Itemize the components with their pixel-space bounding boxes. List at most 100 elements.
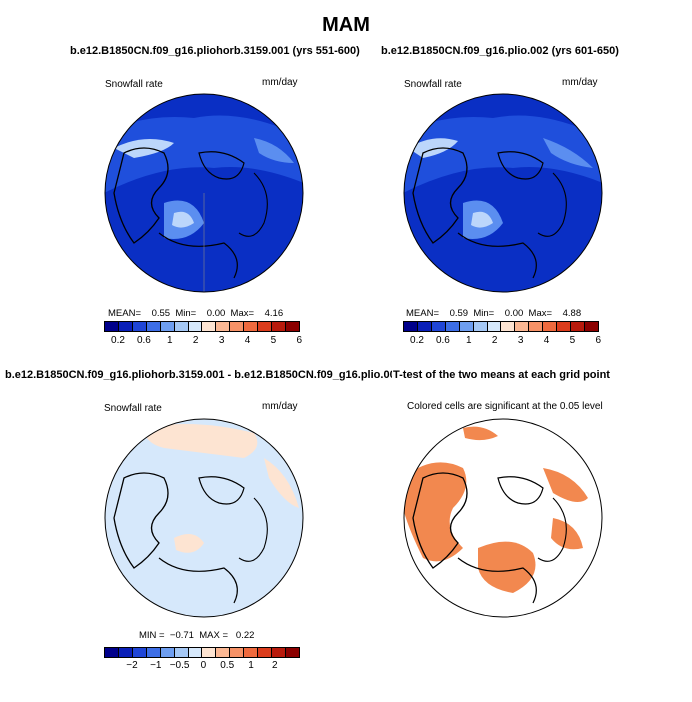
stats-line-2: MEAN= 0.59 Min= 0.00 Max= 4.88 [406, 308, 581, 319]
map-border [403, 93, 603, 293]
max-value: 0.22 [235, 630, 255, 641]
map-panel-4 [403, 418, 603, 618]
max-label: MAX = [199, 630, 228, 641]
coastline [457, 232, 537, 279]
colorbar-swatch [146, 648, 161, 657]
variable-label-2: Snowfall rate [404, 79, 462, 90]
colorbar-swatch [188, 322, 203, 331]
colorbar-3 [104, 647, 300, 658]
colorbar-swatch [132, 648, 147, 657]
min-label: Min= [473, 308, 495, 319]
stats-line-3: MIN = −0.71 MAX = 0.22 [139, 630, 254, 641]
significant-region [478, 541, 536, 593]
colorbar-swatch [584, 322, 598, 331]
colorbar-swatch [202, 322, 217, 331]
map-panel-1 [104, 93, 304, 293]
colorbar-2 [403, 321, 599, 332]
snow-mid [254, 138, 294, 163]
colorbar-swatch [501, 322, 516, 331]
snow-high [471, 211, 493, 228]
colorbar-tick-label: 5 [270, 335, 277, 346]
colorbar-swatch [216, 322, 231, 331]
max-label: Max= [230, 308, 255, 319]
coastline [412, 472, 468, 569]
colorbar-tick-label: 4 [244, 335, 251, 346]
colorbar-swatch [543, 322, 558, 331]
mean-value: 0.59 [449, 308, 469, 319]
coastline [238, 497, 268, 562]
snow-high [172, 211, 194, 228]
colorbar-swatch [230, 648, 245, 657]
snow-band [105, 115, 303, 193]
mean-value: 0.55 [151, 308, 171, 319]
colorbar-tick-label: 2 [192, 335, 199, 346]
colorbar-swatch [529, 322, 544, 331]
max-value: 4.16 [264, 308, 284, 319]
colorbar-tick-label: 0.2 [410, 335, 424, 346]
colorbar-tick-label: 1 [466, 335, 472, 346]
min-label: Min= [175, 308, 197, 319]
colorbar-tick-label: 3 [517, 335, 524, 346]
colorbar-tick-label: 1 [248, 660, 254, 671]
mean-label: MEAN= [108, 308, 141, 319]
colorbar-tick-label: 6 [595, 335, 602, 346]
colorbar-swatch [417, 322, 432, 331]
significance-label: Colored cells are significant at the 0.0… [407, 401, 603, 412]
coastline [412, 147, 468, 244]
coastline [158, 557, 238, 604]
colorbar-tick-label: 2 [272, 660, 278, 671]
max-label: Max= [528, 308, 553, 319]
colorbar-swatch [515, 322, 530, 331]
colorbar-swatch [272, 322, 286, 331]
colorbar-swatch [105, 648, 119, 657]
colorbar-tick-label: 5 [569, 335, 576, 346]
colorbar-1 [104, 321, 300, 332]
colorbar-swatch [459, 322, 474, 331]
colorbar-swatch [118, 648, 133, 657]
colorbar-tick-label: 0.5 [220, 660, 235, 671]
colorbar-swatch [285, 322, 299, 331]
colorbar-swatch [118, 322, 133, 331]
colorbar-swatch [431, 322, 446, 331]
colorbar-tick-label: −2 [126, 660, 138, 671]
map-border [403, 418, 603, 618]
colorbar-swatch [216, 648, 231, 657]
coastline [238, 172, 268, 237]
colorbar-swatch [557, 322, 572, 331]
colorbar-swatch [244, 648, 259, 657]
snow-band [404, 115, 602, 193]
colorbar-tick-label: 2 [491, 335, 498, 346]
variable-label-3: Snowfall rate [104, 403, 162, 414]
colorbar-tick-label: 3 [218, 335, 225, 346]
coastline [113, 472, 169, 569]
colorbar-tick-label: 0.2 [111, 335, 125, 346]
colorbar-tick-label: 1 [167, 335, 173, 346]
panel-title-3: b.e12.B1850CN.f09_g16.pliohorb.3159.001 … [5, 369, 402, 381]
colorbar-swatch [445, 322, 460, 331]
significant-region [551, 518, 583, 550]
coastline [198, 476, 245, 505]
max-value: 4.88 [562, 308, 582, 319]
map-border [104, 418, 304, 618]
colorbar-tick-label: −0.5 [169, 660, 190, 671]
colorbar-swatch [571, 322, 585, 331]
map-border [104, 93, 304, 293]
colorbar-swatch [272, 648, 286, 657]
colorbar-swatch [487, 322, 502, 331]
map-panel-2 [403, 93, 603, 293]
colorbar-swatch [188, 648, 203, 657]
significant-region [463, 426, 498, 441]
coastline [497, 151, 544, 180]
units-label-2: mm/day [562, 77, 598, 88]
units-label-3: mm/day [262, 401, 298, 412]
colorbar-tick-label: 0.6 [435, 335, 450, 346]
positive-diff-region [264, 458, 299, 508]
colorbar-swatch [146, 322, 161, 331]
colorbar-swatch [202, 648, 217, 657]
colorbar-tick-label: 0 [200, 660, 207, 671]
coastline [497, 476, 544, 505]
coastline [113, 147, 169, 244]
colorbar-swatch [285, 648, 299, 657]
colorbar-tick-label: −1 [150, 660, 162, 671]
colorbar-swatch [105, 322, 119, 331]
